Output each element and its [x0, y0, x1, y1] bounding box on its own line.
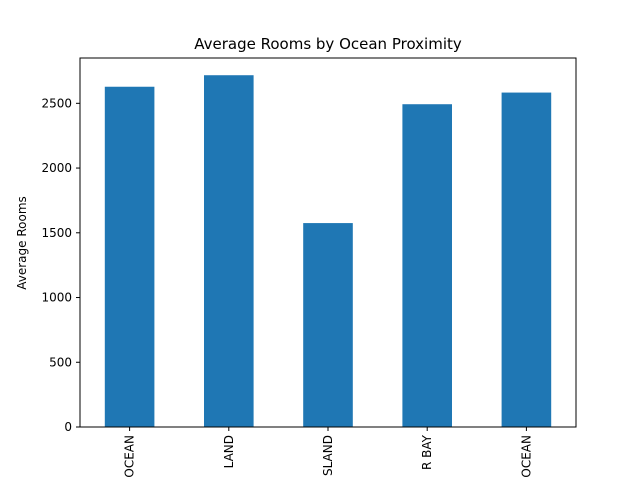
y-tick-label: 1500: [41, 226, 72, 240]
x-tick-label: SLAND: [321, 435, 335, 476]
y-axis: 0 500 1000 1500 2000 2500: [41, 96, 80, 434]
bar: [501, 92, 552, 427]
y-tick-label: 2500: [41, 96, 72, 110]
y-axis-label: Average Rooms: [15, 196, 29, 290]
y-tick-label: 0: [64, 420, 72, 434]
bar: [303, 223, 353, 427]
x-tick-label: R BAY: [420, 434, 434, 470]
bar: [204, 75, 254, 427]
y-tick-label: 1000: [41, 291, 72, 305]
bar: [104, 86, 155, 428]
x-axis: OCEAN LAND SLAND R BAY OCEAN: [123, 427, 533, 478]
y-tick-label: 500: [49, 355, 72, 369]
plot-frame: [79, 57, 577, 428]
x-tick-label: OCEAN: [123, 435, 137, 478]
bars-group: [104, 75, 552, 428]
y-tick-label: 2000: [41, 161, 72, 175]
x-tick-label: OCEAN: [519, 435, 533, 478]
bar: [402, 104, 452, 427]
chart-title: Average Rooms by Ocean Proximity: [194, 35, 462, 53]
x-tick-label: LAND: [222, 435, 236, 468]
